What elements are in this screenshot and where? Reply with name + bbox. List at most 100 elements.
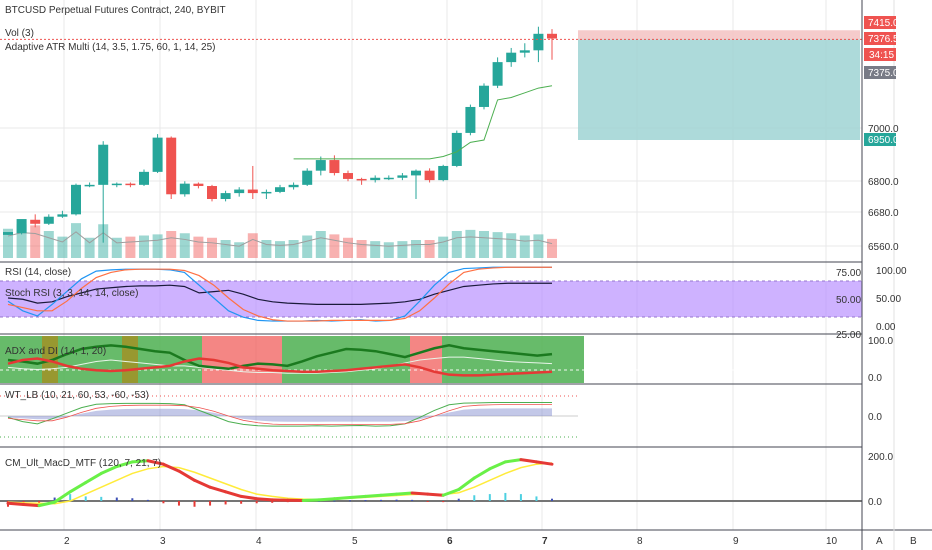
volume-bar: [329, 234, 340, 258]
candle-body: [356, 178, 367, 181]
macd-hist-bar: [364, 500, 367, 502]
rsi-axis[interactable]: 75.00 50.00 25.00 100.00 50.00 0.00: [836, 266, 907, 341]
price-pane[interactable]: [0, 26, 862, 258]
price-axis[interactable]: 7000.0 6800.0 6680.0 6560.0 7415.0 7376.…: [864, 16, 899, 253]
candle-body: [261, 191, 272, 194]
auto-scale-button[interactable]: A: [876, 536, 883, 547]
rsi-indicator-label[interactable]: RSI (14, close): [5, 267, 71, 278]
adx-indicator-label[interactable]: ADX and DI (14, 1, 20): [5, 346, 106, 357]
macd-hist-bar: [411, 499, 414, 501]
candle-body: [438, 165, 449, 181]
volume-bar: [207, 237, 217, 258]
macd-segment: [379, 492, 399, 497]
adx-line: [7, 356, 553, 374]
wt-tick: 0.0: [868, 412, 882, 423]
candle-body: [506, 52, 517, 63]
di-plus-line: [7, 344, 553, 371]
macd-hist-bar: [177, 501, 180, 506]
volume-bar: [139, 235, 149, 258]
macd-segment: [37, 500, 57, 508]
rsi-line: [7, 282, 552, 305]
macd-line: [6, 458, 554, 508]
volume-bar: [57, 236, 68, 258]
stoch-k-line: [7, 266, 552, 322]
candle-body: [315, 160, 326, 171]
macd-pane[interactable]: [0, 458, 862, 508]
volume-bar: [3, 228, 13, 258]
candle-body: [302, 170, 313, 185]
candle-body: [411, 170, 421, 176]
symbol-title[interactable]: BTCUSD Perpetual Futures Contract, 240, …: [5, 5, 226, 16]
candles: [3, 26, 557, 243]
macd-hist-bar: [69, 494, 72, 501]
macd-segment: [68, 481, 88, 494]
candle-body: [84, 184, 95, 187]
volume-bar: [125, 236, 136, 258]
price-tag-bg: [864, 133, 896, 146]
candle-body: [247, 189, 258, 194]
column-b-button[interactable]: B: [910, 536, 917, 547]
macd-segment: [193, 478, 212, 489]
macd-hist-bar: [551, 498, 553, 501]
macd-hist-bar: [115, 497, 118, 501]
macd-indicator-label[interactable]: CM_Ult_MacD_MTF (120, 7, 21, 7): [5, 458, 161, 469]
candle-body: [343, 173, 353, 179]
vol-indicator-label[interactable]: Vol (3): [5, 28, 34, 39]
macd-segment: [503, 458, 523, 464]
macd-segment: [99, 465, 119, 475]
adx-pane[interactable]: [0, 336, 862, 383]
volume-bar: [288, 240, 299, 258]
di-minus-line: [7, 357, 553, 377]
price-tick: 6800.0: [868, 177, 899, 188]
candle-body: [451, 132, 462, 166]
volume-bar: [424, 240, 435, 258]
macd-hist-bar: [146, 499, 149, 501]
time-label: 2: [64, 536, 70, 547]
macd-hist-bar: [473, 495, 476, 501]
macd-segment: [239, 494, 259, 501]
stoch-indicator-label[interactable]: Stoch RSI (3, 3, 14, 14, close): [5, 288, 138, 299]
macd-hist-bar: [488, 494, 491, 501]
candle-body: [125, 183, 136, 186]
price-tick: 7000.0: [868, 124, 899, 135]
volume-bar: [179, 233, 190, 258]
macd-segment: [441, 488, 461, 497]
time-axis[interactable]: 2 3 4 5 6 7 8 9 10: [64, 536, 838, 547]
candle-body: [370, 177, 381, 181]
macd-segment: [301, 498, 321, 503]
macd-segment: [472, 467, 492, 480]
rsi-tick-right: 100.00: [876, 266, 907, 277]
volume-bar: [547, 238, 557, 258]
macd-hist-bar: [457, 498, 460, 501]
candle-body: [533, 33, 544, 51]
macd-segment: [161, 462, 181, 473]
position-stop-zone[interactable]: [578, 30, 860, 40]
rsi-pane[interactable]: [0, 266, 862, 322]
macd-hist-bar: [519, 494, 522, 501]
macd-hist-bar: [53, 497, 56, 501]
wt-signal-line: [7, 404, 552, 426]
macd-hist-bar: [535, 496, 538, 501]
macd-hist-bar: [380, 499, 383, 501]
candle-body: [329, 160, 340, 174]
volume-bar: [71, 223, 81, 258]
atr-indicator-label[interactable]: Adaptive ATR Multi (14, 3.5, 1.75, 60, 1…: [5, 42, 216, 53]
macd-segment: [363, 493, 383, 498]
adx-bg-olive-2: [122, 336, 138, 383]
wt-indicator-label[interactable]: WT_LB (10, 21, 60, 53, -60, -53): [5, 390, 149, 401]
rsi-tick-right: 0.00: [876, 322, 896, 333]
price-tag-bg: [864, 66, 896, 79]
volume-bar: [43, 231, 54, 258]
volume-bar: [343, 237, 353, 258]
macd-segment: [255, 497, 274, 502]
wt-pane[interactable]: [0, 395, 578, 438]
position-target-zone[interactable]: [578, 39, 860, 140]
macd-hist-bar: [442, 501, 445, 503]
macd-segment: [208, 485, 228, 494]
macd-hist-bar: [395, 499, 398, 501]
macd-segment: [146, 459, 165, 466]
macd-segment: [426, 492, 445, 497]
macd-segment: [317, 497, 336, 502]
